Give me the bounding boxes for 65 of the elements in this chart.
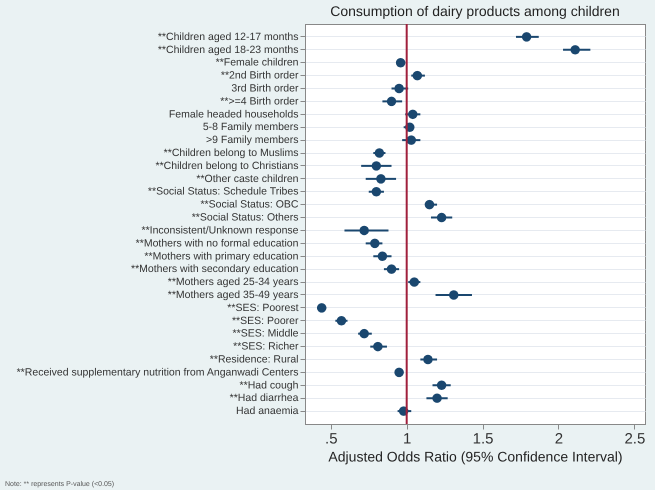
y-tick-label: **SES: Poorer bbox=[232, 314, 299, 327]
point bbox=[410, 277, 420, 287]
point bbox=[378, 252, 388, 261]
y-tick-label: **SES: Richer bbox=[233, 340, 299, 353]
point bbox=[336, 316, 346, 326]
point bbox=[316, 303, 326, 313]
y-tick-label: **Residence: Rural bbox=[210, 353, 298, 366]
point bbox=[374, 148, 384, 158]
y-tick-label: **>=4 Birth order bbox=[220, 95, 299, 108]
y-tick-label: **Mothers aged 35-49 years bbox=[168, 288, 298, 301]
y-tick-label: **Received supplementary nutrition from Anganwadi Centers bbox=[16, 366, 298, 378]
point bbox=[373, 342, 383, 352]
y-tick-label: Female headed households bbox=[168, 108, 298, 120]
point bbox=[386, 264, 396, 274]
point bbox=[386, 96, 396, 106]
y-tick-label: **Female children bbox=[216, 56, 299, 69]
y-tick-label: **Social Status: Others bbox=[192, 212, 298, 224]
y-tick-label: >9 Family members bbox=[206, 134, 298, 146]
point bbox=[394, 368, 404, 378]
y-tick-label: Had anaemia bbox=[236, 405, 299, 418]
point bbox=[359, 226, 369, 236]
x-tick-label: 1 bbox=[403, 430, 412, 448]
y-tick-label: **Mothers with primary education bbox=[144, 250, 299, 262]
point bbox=[370, 238, 380, 248]
y-tick-label: **Children belong to Muslims bbox=[164, 147, 298, 160]
y-tick-label: **Social Status: Schedule Tribes bbox=[148, 186, 298, 198]
point bbox=[359, 328, 369, 338]
y-tick-label: **Social Status: OBC bbox=[200, 198, 299, 211]
point bbox=[449, 290, 458, 300]
y-tick-label: 5-8 Family members bbox=[202, 121, 298, 134]
chart-title: Consumption of dairy products among children bbox=[330, 3, 620, 19]
point bbox=[406, 135, 416, 145]
point bbox=[396, 58, 406, 68]
y-tick-label: **Mothers with secondary education bbox=[130, 263, 299, 276]
point bbox=[394, 84, 404, 94]
point bbox=[372, 187, 382, 196]
y-tick-label: **Mothers with no formal education bbox=[136, 237, 299, 250]
y-tick-label: **Children belong to Christians bbox=[156, 160, 298, 172]
y-tick-label: **SES: Middle bbox=[232, 328, 299, 340]
y-tick-label: **Other caste children bbox=[196, 172, 299, 185]
y-tick-label: **Had cough bbox=[240, 379, 299, 392]
point bbox=[436, 380, 446, 390]
point bbox=[570, 45, 580, 55]
point bbox=[436, 212, 446, 222]
point bbox=[372, 161, 382, 171]
y-tick-label: **Inconsistent/Unknown response bbox=[141, 224, 299, 236]
y-tick-label: **Mothers aged 25-34 years bbox=[168, 276, 298, 288]
x-tick-label: .5 bbox=[325, 430, 338, 448]
point bbox=[432, 393, 442, 403]
y-tick-label: **Children aged 18-23 months bbox=[158, 44, 298, 56]
point bbox=[423, 354, 433, 364]
point bbox=[412, 70, 422, 80]
y-tick-label: **Children aged 12-17 months bbox=[158, 30, 298, 43]
point bbox=[522, 32, 532, 42]
point bbox=[424, 200, 434, 210]
y-tick-label: **2nd Birth order bbox=[220, 70, 299, 82]
point bbox=[408, 110, 418, 120]
point bbox=[376, 174, 386, 184]
y-tick-label: 3rd Birth order bbox=[231, 82, 299, 95]
y-tick-label: **Had diarrhea bbox=[230, 392, 299, 404]
x-tick-label: 2.5 bbox=[624, 430, 646, 448]
x-tick-label: 1.5 bbox=[472, 430, 494, 448]
x-axis-title: Adjusted Odds Ratio (95% Confidence Interval) bbox=[328, 448, 623, 464]
x-tick-label: 2 bbox=[554, 430, 564, 448]
y-tick-label: **SES: Poorest bbox=[227, 302, 299, 314]
